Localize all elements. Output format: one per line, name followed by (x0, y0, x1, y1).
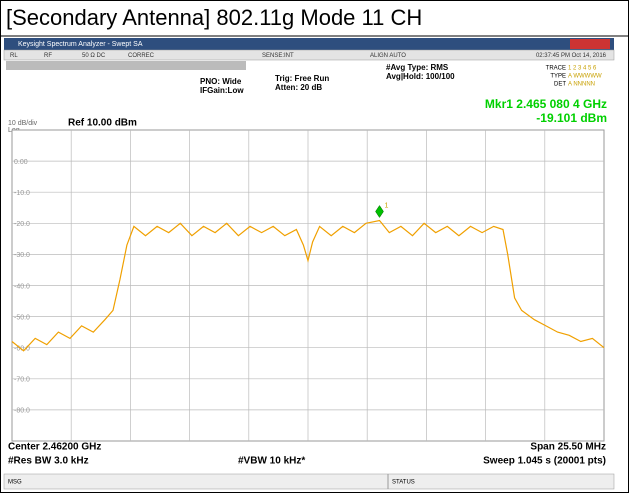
toolbar (3, 49, 615, 61)
rbw-label: #Res BW 3.0 kHz (8, 456, 89, 467)
trace-row: TRACE (546, 66, 566, 72)
vbw-label: #VBW 10 kHz* (238, 456, 305, 467)
marker (375, 205, 384, 218)
toolbar-item: RL (10, 53, 18, 59)
type-vals: A WWWWW (568, 74, 602, 80)
status-msg: MSG (8, 480, 22, 486)
ifgain: IFGain:Low (200, 86, 244, 95)
ref-label: Ref 10.00 dBm (68, 118, 137, 129)
sweep-label: Sweep 1.045 s (20001 pts) (483, 456, 606, 467)
status-text: STATUS (392, 480, 415, 486)
y-tick-label: -30.0 (14, 252, 30, 259)
type-row: TYPE (550, 74, 566, 80)
atten: Atten: 20 dB (275, 83, 322, 92)
y-tick-label: -10.0 (14, 190, 30, 197)
det-row: DET (554, 82, 566, 88)
marker-readout: Mkr1 2.465 080 4 GHz (485, 97, 607, 111)
scale-label: 10 dB/div (8, 120, 38, 127)
y-tick-label: -20.0 (14, 221, 30, 228)
y-tick-label: -70.0 (14, 377, 30, 384)
input-box (6, 61, 246, 70)
marker-value: -19.101 dBm (536, 111, 607, 125)
toolbar-item: 02:37:45 PM Oct 14, 2016 (536, 53, 607, 59)
toolbar-item: SENSE:INT (262, 53, 294, 59)
window-buttons[interactable] (570, 39, 610, 49)
marker-label: 1 (385, 202, 389, 209)
window-title: Keysight Spectrum Analyzer - Swept SA (18, 41, 143, 48)
y-tick-label: -50.0 (14, 314, 30, 321)
y-tick-label: 0.00 (14, 159, 28, 166)
pno: PNO: Wide (200, 77, 242, 86)
page-title: [Secondary Antenna] 802.11g Mode 11 CH (6, 5, 422, 30)
avg-hold: Avg|Hold: 100/100 (386, 72, 455, 81)
avg-type: #Avg Type: RMS (386, 63, 449, 72)
trig: Trig: Free Run (275, 74, 329, 83)
trace (11, 219, 605, 352)
toolbar-item: RF (44, 53, 52, 59)
y-tick-label: -80.0 (14, 408, 30, 415)
status-bar (3, 473, 615, 490)
toolbar-item: 50 Ω DC (82, 53, 106, 59)
title-bar (4, 38, 614, 50)
center-label: Center 2.46200 GHz (8, 442, 101, 453)
toolbar-item: ALIGN AUTO (370, 53, 406, 59)
toolbar-item: CORREC (128, 53, 155, 59)
y-tick-label: -40.0 (14, 283, 30, 290)
det-vals: A NNNNN (568, 82, 595, 88)
trace-nums: 1 2 3 4 5 6 (568, 66, 597, 72)
span-label: Span 25.50 MHz (530, 442, 606, 453)
